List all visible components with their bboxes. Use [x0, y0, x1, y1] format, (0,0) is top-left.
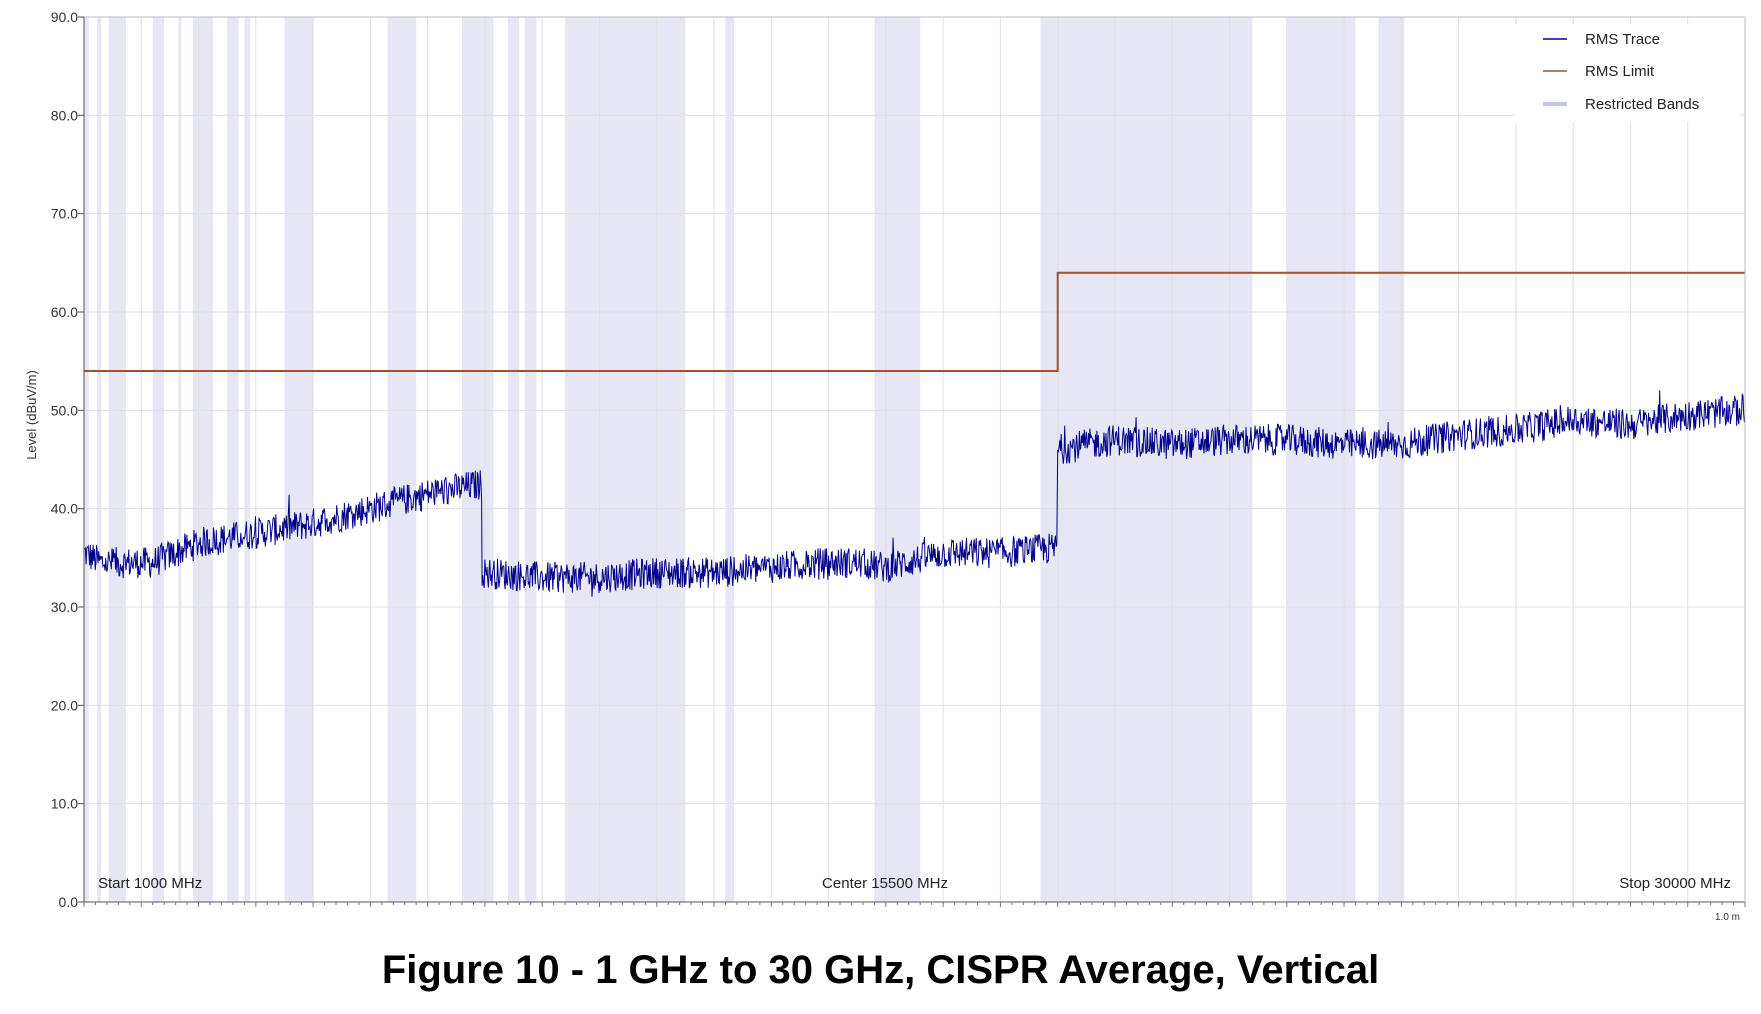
y-tick-label: 60.0 — [51, 304, 78, 320]
y-tick-label: 40.0 — [51, 501, 78, 517]
restricted-band — [178, 17, 182, 902]
restricted-band — [1286, 17, 1356, 902]
y-tick-label: 70.0 — [51, 206, 78, 222]
restricted-band — [227, 17, 239, 902]
restricted-band — [725, 17, 735, 902]
restricted-band — [565, 17, 686, 902]
y-tick-label: 50.0 — [51, 402, 78, 418]
measurement-distance-label: 1.0 m — [1715, 912, 1740, 923]
legend-entry-restricted-bands: Restricted Bands — [1585, 96, 1699, 113]
y-tick-label: 10.0 — [51, 796, 78, 812]
axes: 0.0 10.0 20.0 30.0 40.0 50.0 60.0 70.0 80.0 90.0 — [51, 9, 1746, 910]
rms-limit-line — [84, 271, 1745, 372]
legend-entry-rms-limit: RMS Limit — [1585, 63, 1655, 80]
restricted-band — [97, 17, 102, 902]
y-tick-label: 0.0 — [59, 894, 79, 910]
restricted-band — [244, 17, 251, 902]
restricted-band — [1040, 17, 1253, 902]
restricted-bands — [84, 17, 1405, 902]
legend: RMS Trace RMS Limit Restricted Bands — [1515, 24, 1740, 122]
figure-caption: Figure 10 - 1 GHz to 30 GHz, CISPR Avera… — [381, 948, 1380, 992]
y-tick-label: 90.0 — [51, 9, 78, 25]
restricted-band — [387, 17, 417, 902]
restricted-band — [152, 17, 165, 902]
restricted-band — [84, 17, 89, 902]
restricted-band — [108, 17, 126, 902]
restricted-band — [507, 17, 520, 902]
legend-entry-rms-trace: RMS Trace — [1585, 31, 1660, 48]
y-tick-label: 20.0 — [51, 697, 78, 713]
restricted-band — [874, 17, 921, 902]
center-frequency-label: Center 15500 MHz — [822, 875, 948, 892]
rms-trace-line — [83, 390, 1745, 597]
y-axis-title: Level (dBuV/m) — [24, 370, 39, 460]
restricted-band — [525, 17, 537, 902]
restricted-band — [462, 17, 494, 902]
axis-labels: Level (dBuV/m) Start 1000 MHz Center 155… — [24, 370, 1740, 923]
restricted-band — [192, 17, 213, 902]
stop-frequency-label: Stop 30000 MHz — [1619, 875, 1731, 892]
restricted-band — [1378, 17, 1405, 902]
start-frequency-label: Start 1000 MHz — [98, 875, 202, 892]
y-tick-label: 30.0 — [51, 599, 78, 615]
restricted-band — [284, 17, 314, 902]
chart: 0.010.020.030.040.050.060.070.080.090.0 … — [24, 9, 1746, 923]
y-tick-label: 80.0 — [51, 107, 78, 123]
series — [83, 271, 1745, 597]
